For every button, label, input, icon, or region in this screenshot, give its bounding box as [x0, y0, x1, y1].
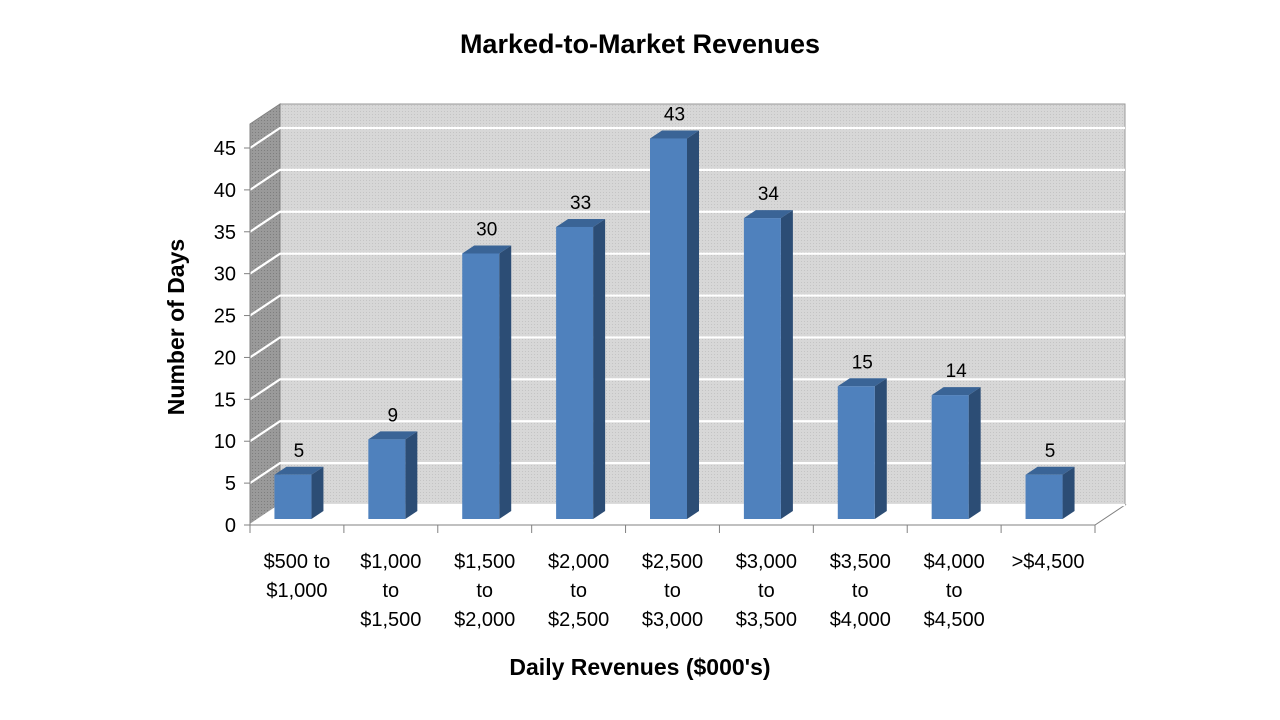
gridline [249, 252, 1125, 275]
bar-front [368, 439, 406, 519]
gridline [249, 210, 1125, 233]
y-tick-label: 20 [214, 347, 236, 369]
bar-top [650, 130, 699, 139]
data-label: 30 [476, 220, 497, 241]
y-tick-label: 45 [214, 138, 236, 160]
gridline [249, 168, 1125, 191]
y-tick-label: 0 [225, 515, 236, 537]
y-tick-label: 40 [214, 180, 236, 202]
bar-top [556, 218, 606, 227]
x-tick-label: $1,000 to $1,500 [360, 551, 421, 631]
bar-front [931, 395, 969, 519]
bar [368, 431, 418, 519]
x-tick-label: $4,000 to $4,500 [924, 551, 985, 631]
bar-front [556, 226, 594, 519]
data-label: 34 [758, 184, 780, 205]
x-axis: $500 to $1,000 $1,000 to $1,500 $1,500 to $2,00… [249, 524, 1096, 631]
bar-front [462, 253, 500, 519]
bar-front [274, 474, 312, 519]
x-tick-label: $500 to $1,000 [264, 551, 331, 602]
x-tick-label: $2,500 to $3,000 [642, 551, 703, 631]
bar-side [968, 387, 981, 519]
bar-side [874, 378, 887, 519]
bar-top [368, 431, 418, 440]
bar [650, 130, 699, 519]
chart-title: Marked-to-Market Revenues [460, 29, 820, 59]
bar-front [650, 138, 687, 519]
data-labels: 5 9 30 33 43 34 15 14 5 [294, 104, 1056, 461]
bar-side [687, 130, 699, 519]
x-tick-label: $2,000 to $2,500 [548, 551, 609, 631]
y-tick-label: 5 [225, 473, 236, 495]
gridline [249, 378, 1125, 401]
y-tick-label: 10 [214, 431, 236, 453]
y-tick-label: 25 [214, 306, 236, 328]
bar [743, 210, 793, 519]
gridline [249, 336, 1125, 359]
y-axis: 0 5 10 15 20 25 30 35 40 45 [214, 124, 251, 537]
y-tick-label: 15 [214, 389, 236, 411]
data-label: 5 [1045, 441, 1056, 462]
bars [274, 130, 1075, 519]
bar-side [405, 431, 418, 519]
bar-top [462, 245, 512, 254]
x-tick-label: $3,500 to $4,000 [830, 551, 891, 631]
gridline [249, 126, 1125, 149]
data-label: 43 [664, 104, 685, 125]
bar-side [780, 210, 793, 519]
data-label: 33 [570, 193, 591, 214]
bar-front [743, 218, 781, 519]
bar [462, 245, 512, 519]
bar-front [837, 386, 875, 519]
x-tick-label: >$4,500 [1012, 551, 1085, 573]
bar [274, 466, 324, 519]
bar-side [499, 245, 512, 519]
bar-top [274, 466, 324, 475]
bar-front [1025, 474, 1063, 519]
data-label: 15 [852, 352, 873, 373]
bar-top [743, 210, 793, 219]
y-tick-label: 30 [214, 264, 236, 286]
gridline [249, 294, 1125, 317]
bar-top [837, 378, 887, 387]
x-tick-label: $1,500 to $2,000 [454, 551, 515, 631]
bar [837, 378, 887, 519]
side-wall [249, 103, 281, 526]
data-label: 14 [946, 361, 968, 382]
bar-top [1025, 466, 1075, 475]
x-axis-title: Daily Revenues ($000's) [509, 654, 770, 680]
data-label: 5 [294, 441, 305, 462]
bar-side [311, 466, 324, 519]
bar [556, 218, 606, 519]
bar-side [1062, 466, 1075, 519]
bar-top [931, 387, 981, 396]
data-label: 9 [388, 405, 399, 426]
bar [1025, 466, 1075, 519]
x-tick-label: $3,000 to $3,500 [736, 551, 797, 631]
bar-side [593, 218, 606, 519]
bar [931, 387, 981, 519]
y-tick-label: 35 [214, 222, 236, 244]
y-axis-title: Number of Days [163, 239, 189, 415]
